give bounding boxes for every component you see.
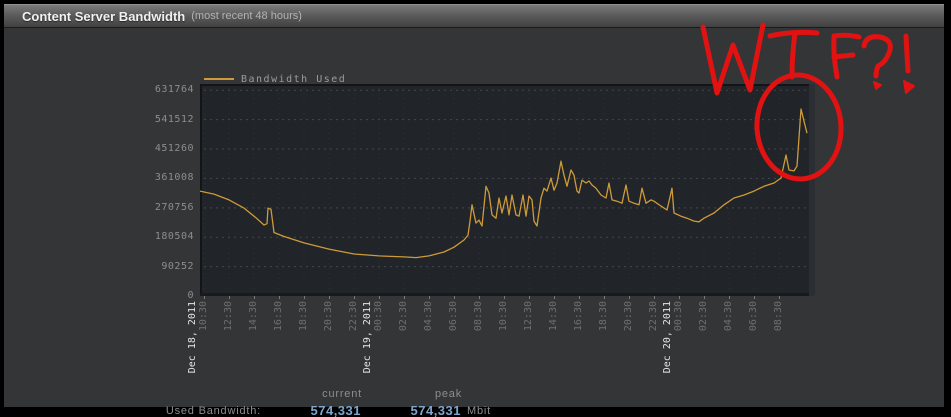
x-tick-mark bbox=[479, 296, 480, 299]
summary-col-peak: peak bbox=[434, 388, 462, 400]
x-tick-label: 06:30 bbox=[448, 301, 459, 332]
page-title: Content Server Bandwidth bbox=[22, 8, 186, 24]
x-tick-label: 02:30 bbox=[698, 301, 709, 332]
y-tick-label: 541512 bbox=[154, 113, 194, 125]
x-tick-mark bbox=[679, 296, 680, 299]
x-tick-mark bbox=[404, 296, 405, 299]
x-tick-mark bbox=[429, 296, 430, 299]
x-tick-mark bbox=[629, 296, 630, 299]
x-tick-label: 14:30 bbox=[548, 301, 559, 332]
bandwidth-used-line bbox=[200, 108, 808, 259]
x-tick-label: 12:30 bbox=[523, 301, 534, 332]
summary-peak-value: 574,331 bbox=[410, 403, 461, 417]
x-tick-label: 18:30 bbox=[598, 301, 609, 332]
x-tick-mark bbox=[504, 296, 505, 299]
x-tick-label: 08:30 bbox=[773, 301, 784, 332]
x-tick-mark bbox=[604, 296, 605, 299]
x-tick-mark bbox=[579, 296, 580, 299]
x-tick-mark bbox=[379, 296, 380, 299]
x-tick-label: 08:30 bbox=[473, 301, 484, 332]
x-tick-label: 14:30 bbox=[248, 301, 259, 332]
x-tick-label: 10:30 bbox=[198, 301, 209, 332]
x-tick-label: 16:30 bbox=[273, 301, 284, 332]
x-tick-label: 00:30 bbox=[373, 301, 384, 332]
x-tick-mark bbox=[754, 296, 755, 299]
chart-panel: Bandwidth Used 631764 541512 451260 361008 2… bbox=[4, 28, 944, 417]
summary-col-current: current bbox=[322, 388, 362, 400]
x-tick-label: 02:30 bbox=[398, 301, 409, 332]
y-tick-label: 0 bbox=[187, 290, 194, 301]
page-subtitle: (most recent 48 hours) bbox=[191, 10, 302, 22]
x-tick-label: 18:30 bbox=[298, 301, 309, 332]
x-tick-label: 22:30 bbox=[348, 301, 359, 332]
x-tick-label: 20:30 bbox=[623, 301, 634, 332]
legend-line-swatch bbox=[204, 78, 234, 80]
x-tick-mark bbox=[279, 296, 280, 299]
y-tick-label: 631764 bbox=[154, 84, 194, 96]
y-tick-label: 90252 bbox=[161, 260, 194, 272]
x-tick-mark bbox=[204, 296, 205, 299]
titlebar: Content Server Bandwidth (most recent 48… bbox=[4, 4, 944, 28]
x-tick-mark bbox=[454, 296, 455, 299]
x-date-label: Dec 19, 2011 bbox=[362, 301, 373, 374]
x-tick-label: 12:30 bbox=[223, 301, 234, 332]
x-tick-mark bbox=[229, 296, 230, 299]
x-date-label: Dec 18, 2011 bbox=[187, 301, 198, 374]
x-tick-mark bbox=[654, 296, 655, 299]
plot-right-bevel bbox=[809, 84, 815, 296]
x-tick-label: 16:30 bbox=[573, 301, 584, 332]
x-tick-mark bbox=[779, 296, 780, 299]
x-tick-label: 22:30 bbox=[648, 301, 659, 332]
x-tick-mark bbox=[704, 296, 705, 299]
summary-current-value: 574,331 bbox=[310, 403, 361, 417]
x-tick-label: 20:30 bbox=[323, 301, 334, 332]
legend-label: Bandwidth Used bbox=[241, 73, 347, 85]
summary-unit: Mbit bbox=[467, 405, 491, 417]
y-tick-label: 361008 bbox=[154, 172, 194, 184]
x-tick-label: 00:30 bbox=[673, 301, 684, 332]
x-tick-mark bbox=[354, 296, 355, 299]
summary-row-label: Used Bandwidth: bbox=[165, 405, 261, 417]
x-tick-mark bbox=[329, 296, 330, 299]
x-date-label: Dec 20, 2011 bbox=[662, 301, 673, 374]
x-tick-mark bbox=[304, 296, 305, 299]
x-tick-mark bbox=[729, 296, 730, 299]
y-tick-label: 451260 bbox=[154, 143, 194, 155]
y-tick-label: 180504 bbox=[154, 231, 194, 243]
chart-legend: Bandwidth Used bbox=[204, 72, 346, 86]
x-tick-label: 06:30 bbox=[748, 301, 759, 332]
x-tick-label: 10:30 bbox=[498, 301, 509, 332]
bandwidth-line-chart bbox=[200, 84, 809, 296]
x-tick-mark bbox=[529, 296, 530, 299]
x-tick-label: 04:30 bbox=[423, 301, 434, 332]
y-tick-label: 270756 bbox=[154, 201, 194, 213]
x-tick-label: 04:30 bbox=[723, 301, 734, 332]
x-tick-mark bbox=[554, 296, 555, 299]
x-tick-mark bbox=[254, 296, 255, 299]
plot-area bbox=[200, 84, 809, 296]
